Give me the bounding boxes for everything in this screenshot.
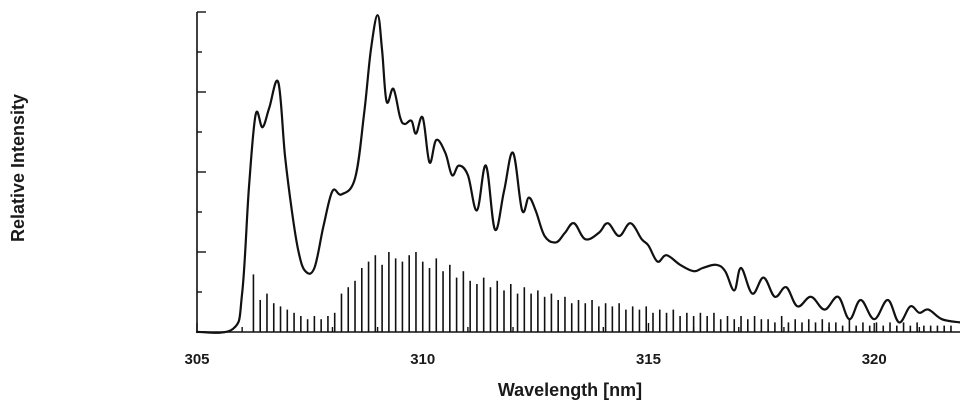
y-axis [196, 11, 206, 333]
stick-spectrum [252, 252, 952, 332]
y-axis-title: Relative Intensity [8, 94, 28, 242]
x-axis-title: Wavelength [nm] [498, 380, 642, 400]
spectrum-line [195, 14, 960, 334]
x-tick-labels: 305 310 315 320 [184, 351, 886, 368]
x-tick-label: 310 [410, 351, 435, 368]
x-tick-label: 320 [862, 351, 887, 368]
x-tick-label: 315 [636, 351, 661, 368]
x-tick-label: 305 [184, 351, 209, 368]
